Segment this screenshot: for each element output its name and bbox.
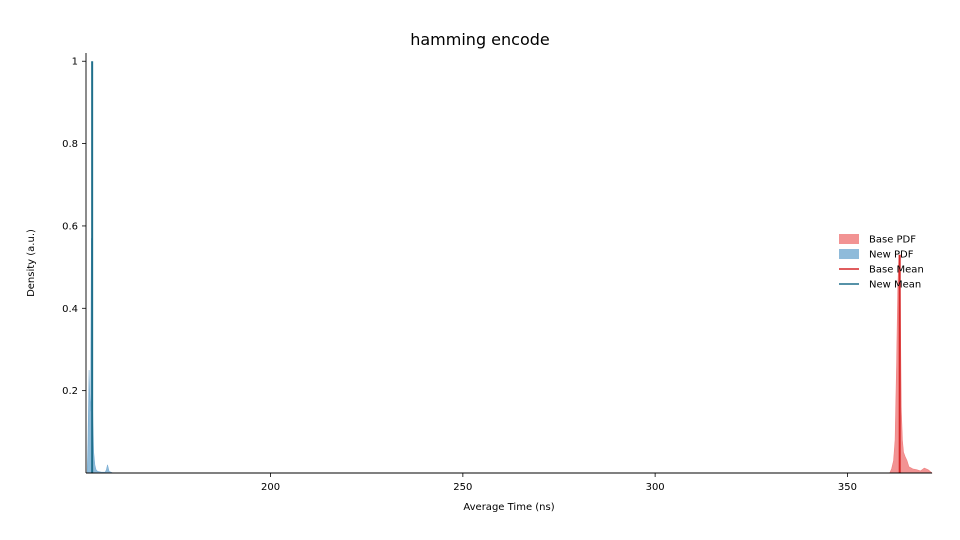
legend-label-0: Base PDF [869,235,916,246]
x-tick-label: 250 [453,482,472,493]
y-ticks: 0.2 0.4 0.6 0.8 1 [62,57,86,397]
y-axis-label: Density (a.u.) [26,229,37,297]
x-ticks: 200 250 300 350 [261,473,857,493]
x-tick-label: 300 [646,482,665,493]
y-tick-label: 1 [72,57,78,68]
pdf-area-1 [86,238,114,474]
y-tick-label: 0.4 [62,304,78,315]
y-tick-label: 0.8 [62,139,78,150]
y-tick-label: 0.2 [62,386,78,397]
pdf-areas [86,238,933,474]
legend-label-2: Base Mean [869,265,924,276]
x-tick-label: 200 [261,482,280,493]
y-tick-label: 0.6 [62,221,78,232]
legend-swatch-0 [839,234,859,244]
legend-label-1: New PDF [869,250,914,261]
legend: Base PDF New PDF Base Mean New Mean [839,234,924,291]
mean-lines [91,61,901,473]
x-axis-label: Average Time (ns) [463,502,554,513]
x-tick-label: 350 [838,482,857,493]
legend-label-3: New Mean [869,280,921,291]
legend-swatch-1 [839,249,859,259]
chart-title: hamming encode [410,30,550,49]
